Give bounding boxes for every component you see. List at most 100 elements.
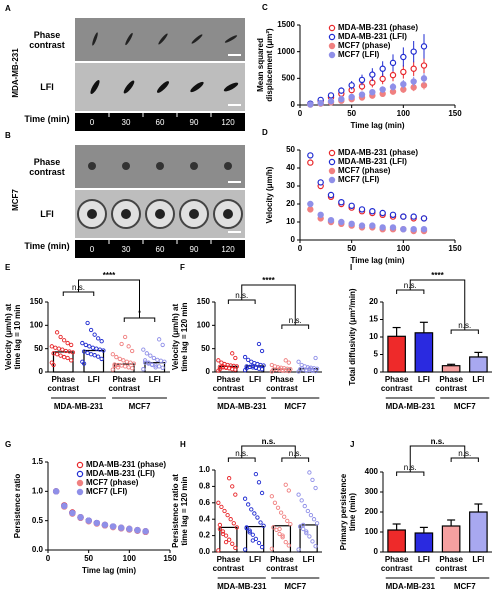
phase-image (75, 18, 245, 61)
group-label: MDA-MB-231 (386, 582, 436, 591)
data-point (369, 222, 376, 229)
y-tick-label: 0.0 (32, 545, 44, 554)
data-point (54, 330, 60, 335)
data-point (61, 338, 67, 343)
y-axis-label: time lag = 10 min (13, 305, 22, 370)
data-point (410, 65, 417, 72)
data-point (85, 350, 90, 356)
time-bar (75, 113, 245, 131)
data-point (220, 531, 226, 537)
cell (190, 162, 198, 170)
bracket (123, 317, 156, 322)
data-point (327, 92, 335, 99)
bracket (281, 457, 310, 462)
y-tick-label: 50 (286, 145, 295, 154)
x-tick-label: Phase contrast (435, 555, 467, 573)
data-point (134, 526, 141, 534)
row-label: Phase contrast (29, 157, 65, 177)
bracket (241, 284, 296, 325)
data-point (348, 220, 355, 227)
data-point (296, 492, 301, 497)
x-tick-label: 0 (298, 109, 303, 118)
data-point (389, 224, 397, 231)
annotation: **** (262, 276, 275, 285)
cell (121, 209, 131, 219)
legend-marker (328, 176, 336, 184)
y-tick-label: 0.0 (199, 547, 211, 556)
cell (223, 209, 233, 219)
time-bar (75, 240, 245, 258)
y-tick-label: 1.5 (32, 457, 44, 466)
data-point (358, 206, 366, 213)
data-point (299, 362, 304, 368)
data-point (369, 88, 376, 96)
data-point (269, 494, 274, 499)
data-point (400, 80, 407, 88)
x-tick-label: LFI (249, 555, 262, 564)
data-point (58, 334, 63, 340)
data-point (60, 347, 65, 352)
x-tick-label: LFI (472, 555, 485, 564)
x-tick-label: 150 (448, 109, 462, 118)
data-point (249, 359, 254, 364)
data-point (314, 521, 320, 526)
data-point (259, 348, 265, 354)
time-label: 120 (221, 118, 235, 127)
cell (224, 162, 232, 170)
data-point (280, 535, 285, 540)
y-tick-label: 0 (291, 235, 296, 244)
cell (92, 32, 98, 46)
x-tick-label: 100 (397, 109, 411, 118)
legend-marker (328, 158, 336, 166)
y-tick-label: 5 (374, 350, 379, 359)
data-point (308, 512, 314, 518)
y-tick-label: 0 (206, 367, 211, 376)
data-point (285, 518, 290, 523)
data-point (93, 519, 101, 527)
bar (299, 524, 318, 553)
data-point (217, 526, 223, 532)
y-tick-label: 100 (30, 320, 44, 329)
cell (90, 79, 100, 95)
y-axis-label: Velocity (μm/h) at (4, 304, 13, 371)
data-point (225, 512, 230, 518)
data-point (126, 525, 133, 533)
x-tick-label: Phase contrast (435, 375, 467, 393)
data-point (269, 362, 274, 368)
legend-label: MCF7 (LFI) (86, 487, 128, 496)
panel-letter: E (5, 263, 11, 272)
data-point (146, 360, 151, 365)
panel-letter: G (5, 440, 11, 449)
cell (125, 32, 133, 46)
legend-label: MDA-MB-231 (phase) (338, 23, 418, 32)
y-axis-label: Velocity (μm/h) at (171, 304, 180, 371)
data-point (379, 65, 386, 72)
data-point (313, 355, 318, 361)
data-point (358, 91, 366, 98)
x-tick-label: LFI (87, 375, 100, 384)
data-point (216, 548, 221, 553)
data-point (95, 336, 101, 341)
data-point (117, 356, 123, 362)
cell-line-label: MDA-MB-231 (11, 48, 20, 98)
data-point (400, 68, 407, 76)
data-point (226, 537, 232, 542)
data-point (256, 540, 262, 546)
data-point (148, 353, 153, 358)
data-point (53, 345, 58, 350)
data-point (155, 357, 160, 363)
data-point (220, 529, 226, 534)
legend-marker (328, 167, 336, 175)
legend-label: MDA-MB-231 (phase) (338, 148, 418, 157)
data-point (228, 517, 233, 522)
data-point (317, 179, 324, 186)
data-point (277, 367, 282, 372)
data-point (246, 502, 251, 507)
data-point (338, 218, 345, 226)
data-point (255, 515, 260, 520)
y-tick-label: 0.6 (199, 498, 211, 507)
cell (123, 80, 135, 94)
y-tick-label: 0.8 (199, 482, 211, 491)
group-label: MCF7 (129, 402, 151, 411)
data-point (216, 358, 221, 363)
